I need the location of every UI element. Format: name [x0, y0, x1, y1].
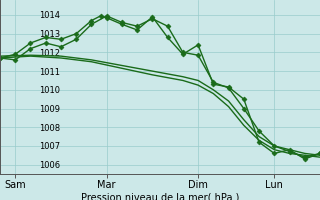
X-axis label: Pression niveau de la mer( hPa ): Pression niveau de la mer( hPa ): [81, 192, 239, 200]
